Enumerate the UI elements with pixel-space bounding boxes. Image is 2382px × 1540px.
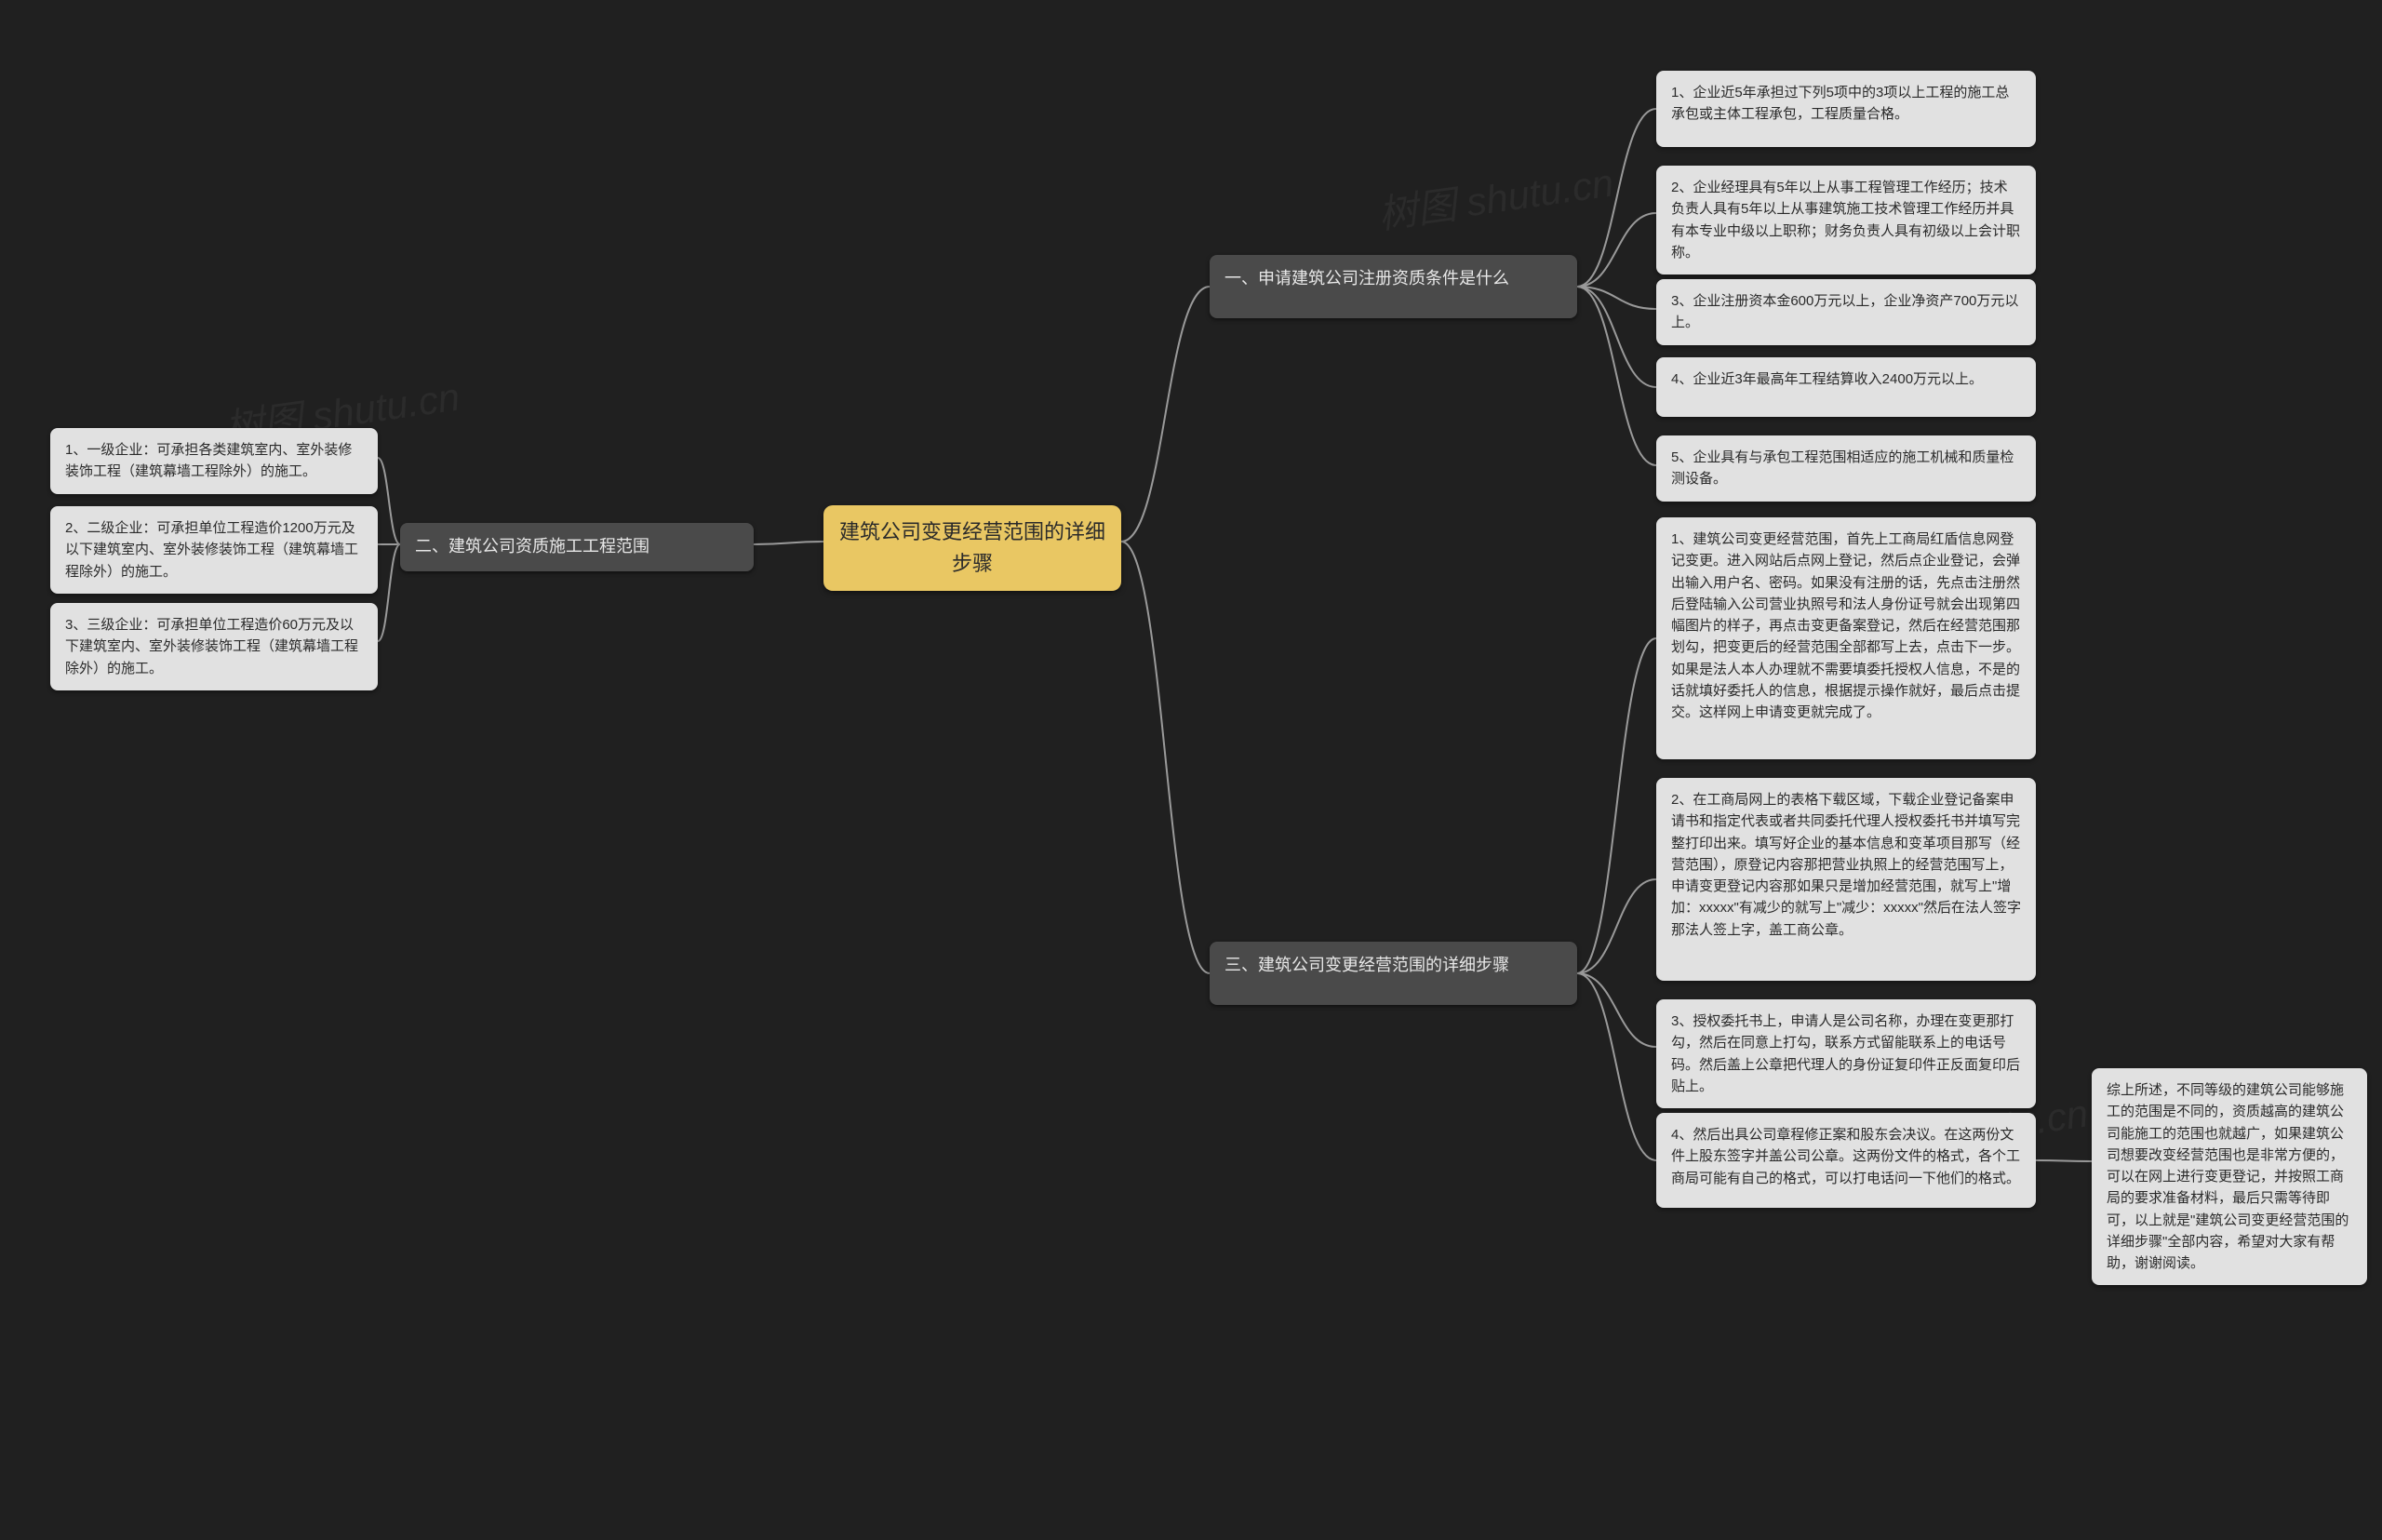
mindmap-root: 建筑公司变更经营范围的详细步骤 (823, 505, 1121, 591)
mindmap-leaf: 4、然后出具公司章程修正案和股东会决议。在这两份文件上股东签字并盖公司公章。这两… (1656, 1113, 2036, 1208)
mindmap-branch: 一、申请建筑公司注册资质条件是什么 (1210, 255, 1577, 318)
watermark: 树图 shutu.cn (1374, 152, 1616, 241)
mindmap-leaf: 1、一级企业：可承担各类建筑室内、室外装修装饰工程（建筑幕墙工程除外）的施工。 (50, 428, 378, 494)
mindmap-leaf: 3、企业注册资本金600万元以上，企业净资产700万元以上。 (1656, 279, 2036, 345)
mindmap-leaf: 2、在工商局网上的表格下载区域，下载企业登记备案申请书和指定代表或者共同委托代理… (1656, 778, 2036, 981)
mindmap-leaf: 3、三级企业：可承担单位工程造价60万元及以下建筑室内、室外装修装饰工程（建筑幕… (50, 603, 378, 690)
mindmap-leaf-tail: 综上所述，不同等级的建筑公司能够施工的范围是不同的，资质越高的建筑公司能施工的范… (2092, 1068, 2367, 1285)
mindmap-leaf: 5、企业具有与承包工程范围相适应的施工机械和质量检测设备。 (1656, 435, 2036, 502)
mindmap-leaf: 2、企业经理具有5年以上从事工程管理工作经历；技术负责人具有5年以上从事建筑施工… (1656, 166, 2036, 275)
mindmap-leaf: 2、二级企业：可承担单位工程造价1200万元及以下建筑室内、室外装修装饰工程（建… (50, 506, 378, 594)
mindmap-leaf: 1、建筑公司变更经营范围，首先上工商局红盾信息网登记变更。进入网站后点网上登记，… (1656, 517, 2036, 759)
mindmap-leaf: 4、企业近3年最高年工程结算收入2400万元以上。 (1656, 357, 2036, 417)
mindmap-leaf: 3、授权委托书上，申请人是公司名称，办理在变更那打勾，然后在同意上打勾，联系方式… (1656, 999, 2036, 1108)
mindmap-leaf: 1、企业近5年承担过下列5项中的3项以上工程的施工总承包或主体工程承包，工程质量… (1656, 71, 2036, 147)
mindmap-branch: 三、建筑公司变更经营范围的详细步骤 (1210, 942, 1577, 1005)
mindmap-branch: 二、建筑公司资质施工工程范围 (400, 523, 754, 571)
